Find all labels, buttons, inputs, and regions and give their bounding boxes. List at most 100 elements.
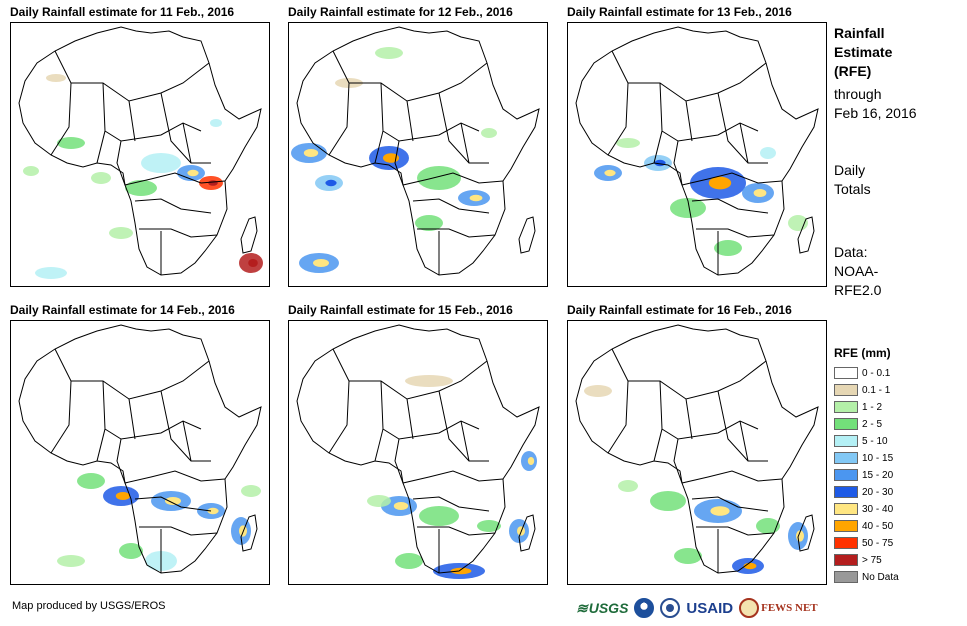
legend-label: 0.1 - 1 [862,384,891,396]
country-border [380,380,480,440]
legend-label: No Data [862,571,899,583]
rainfall-area [714,240,742,256]
legend-swatch [834,367,858,379]
country-border [412,198,490,214]
legend-item: 1 - 2 [834,399,882,415]
country-border [102,82,202,142]
rainfall-core [393,502,409,510]
rainfall-area [760,147,776,159]
country-border [673,140,783,186]
rainfall-core [115,492,131,500]
country-border [380,82,480,142]
totals-line: Totals [834,181,871,197]
legend-swatch [834,401,858,413]
rainfall-area [584,385,612,397]
country-border [739,420,749,462]
country-border [691,496,769,512]
country-border [717,390,768,462]
rainfall-core [208,180,218,186]
rainfall-map [288,22,548,287]
legend-item: 30 - 40 [834,501,893,517]
rainfall-area [125,180,157,196]
legend-item: 5 - 10 [834,433,888,449]
country-border [460,420,470,462]
madagascar-outline [518,216,536,254]
through-value: Feb 16, 2016 [834,105,917,121]
legend-item: No Data [834,569,899,585]
rainfall-core [165,497,181,505]
rainfall-core [604,169,616,177]
country-border [50,82,72,156]
coastline [18,26,262,276]
country-border [653,130,663,164]
heading-line: Estimate [834,44,893,60]
country-border [139,228,218,238]
rainfall-area [375,47,403,59]
country-border [128,100,136,142]
rainfall-area [35,267,67,279]
panel-title: Daily Rainfall estimate for 13 Feb., 201… [567,5,792,19]
legend-swatch [834,554,858,566]
legend-swatch [834,384,858,396]
country-border [328,82,350,156]
rainfall-core [450,567,472,575]
legend-swatch [834,571,858,583]
usgs-logo: ≋ USGS [576,599,629,617]
rainfall-area [618,480,638,492]
coastline [18,324,262,574]
usaid-logo: USAID [686,599,734,617]
rainfall-core [708,176,732,190]
panel-title: Daily Rainfall estimate for 14 Feb., 201… [10,303,235,317]
coastline [575,26,819,276]
rainfall-core [710,506,730,516]
legend-item: 20 - 30 [834,484,893,500]
country-border [739,122,749,164]
totals-line: Daily [834,162,866,178]
panel-title: Daily Rainfall estimate for 11 Feb., 201… [10,5,235,19]
rainfall-area [57,555,85,567]
legend-label: 20 - 30 [862,486,894,498]
africa-map [575,26,819,276]
country-border [696,526,775,536]
country-border [417,228,496,238]
rainfall-area [419,506,459,526]
coastline [296,26,540,276]
country-border [54,50,210,102]
legend-label: 1 - 2 [862,401,883,413]
legend-label: 2 - 5 [862,418,883,430]
country-border [182,420,192,462]
country-border [412,496,490,512]
rainfall-area [367,495,391,507]
country-border [134,198,212,214]
through-label: through [834,86,882,102]
country-border [607,82,629,156]
rainfall-core [207,507,219,515]
side-heading: Rainfall Estimate (RFE) [834,24,892,81]
rainfall-area [46,74,66,82]
country-border [417,526,496,536]
rainfall-area [756,518,780,534]
country-border [685,398,693,440]
legend-label: 0 - 0.1 [862,367,891,379]
country-border [659,82,759,142]
country-border [182,122,192,164]
legend-item: 10 - 15 [834,450,893,466]
noaa-logo [634,598,655,618]
africa-map [296,324,540,579]
country-border [160,92,211,164]
rainfall-area [674,548,702,564]
legend-swatch [834,469,858,481]
legend-swatch [834,486,858,498]
rainfall-area [395,553,423,569]
country-border [691,198,769,214]
country-border [332,348,488,400]
africa-map [18,324,262,574]
rainfall-area [670,198,706,218]
country-border [607,380,629,454]
country-border [717,92,768,164]
rainfall-area [616,138,640,148]
rainfall-area [141,153,181,173]
legend-label: 40 - 50 [862,520,894,532]
madagascar-outline [240,216,258,254]
legend-label: > 75 [862,554,882,566]
